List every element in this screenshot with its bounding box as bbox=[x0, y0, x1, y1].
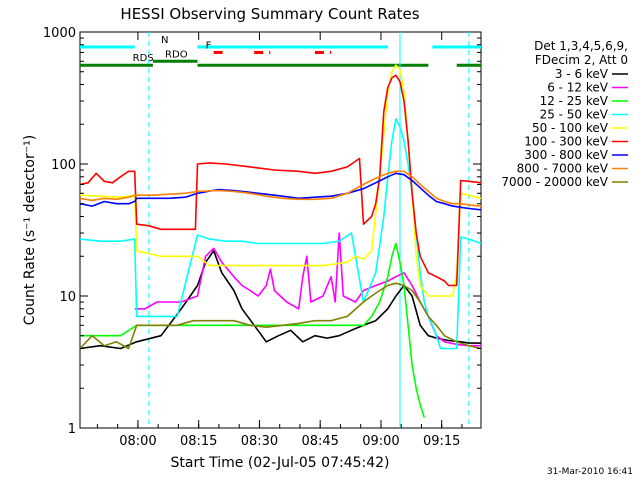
x-tick-label: 08:45 bbox=[301, 434, 338, 449]
legend-entry-label: 100 - 300 keV bbox=[524, 135, 608, 149]
flag-label-f: F bbox=[206, 40, 212, 51]
x-tick-label: 09:00 bbox=[362, 434, 399, 449]
plot-area bbox=[79, 31, 482, 429]
flag-bars: N F RDO RDS bbox=[80, 35, 481, 67]
flag-label-rds: RDS bbox=[133, 53, 154, 64]
series-line-6-12-kev bbox=[134, 232, 481, 347]
x-tick-label: 08:15 bbox=[180, 434, 217, 449]
series-line-300-800-kev bbox=[79, 172, 482, 211]
chart-title: HESSI Observing Summary Count Rates bbox=[120, 5, 419, 23]
series-line-800-7000-kev bbox=[79, 170, 482, 207]
y-axis-label: Count Rate (s⁻¹ detector⁻¹) bbox=[22, 135, 38, 325]
legend-entry-label: 50 - 100 keV bbox=[532, 121, 609, 135]
axes: 08:00 08:15 08:30 08:45 09:00 09:15 1 10 100 1000 bbox=[43, 26, 481, 449]
x-axis-label: Start Time (02-Jul-05 07:45:42) bbox=[170, 455, 389, 471]
legend-entry-label: 300 - 800 keV bbox=[524, 148, 608, 162]
series-line-7000-20000-kev bbox=[79, 282, 482, 350]
y-tick-label: 100 bbox=[51, 158, 76, 173]
series-line-50-100-kev bbox=[79, 64, 482, 297]
series-line-25-50-kev bbox=[79, 118, 482, 350]
x-tick-label: 08:00 bbox=[119, 434, 156, 449]
legend-entry-label: 12 - 25 keV bbox=[540, 94, 609, 108]
y-tick-label: 1000 bbox=[43, 26, 76, 41]
series-lines bbox=[79, 64, 482, 418]
legend-header: FDecim 2, Att 0 bbox=[535, 53, 628, 67]
series-line-100-300-kev bbox=[79, 74, 482, 287]
plot-frame bbox=[79, 31, 482, 429]
x-tick-label: 08:30 bbox=[241, 434, 278, 449]
y-tick-label: 1 bbox=[68, 422, 76, 437]
flag-label-n: N bbox=[161, 35, 168, 46]
legend-entry-label: 6 - 12 keV bbox=[547, 81, 609, 95]
legend-header: Det 1,3,4,5,6,9, bbox=[534, 39, 628, 53]
series-line-12-25-kev bbox=[80, 242, 426, 418]
legend-entry-label: 800 - 7000 keV bbox=[517, 162, 609, 176]
legend-entry-label: 25 - 50 keV bbox=[540, 108, 609, 122]
legend-entry-label: 7000 - 20000 keV bbox=[501, 175, 608, 189]
vertical-markers bbox=[148, 32, 470, 428]
y-tick-label: 10 bbox=[59, 290, 76, 305]
legend: Det 1,3,4,5,6,9,FDecim 2, Att 03 - 6 keV… bbox=[501, 39, 628, 189]
footer-timestamp: 31-Mar-2010 16:41 bbox=[547, 467, 633, 477]
x-tick-label: 09:15 bbox=[423, 434, 460, 449]
series-line-3-6-kev bbox=[79, 250, 481, 350]
flag-label-rdo: RDO bbox=[165, 49, 188, 60]
legend-entry-label: 3 - 6 keV bbox=[555, 67, 609, 81]
